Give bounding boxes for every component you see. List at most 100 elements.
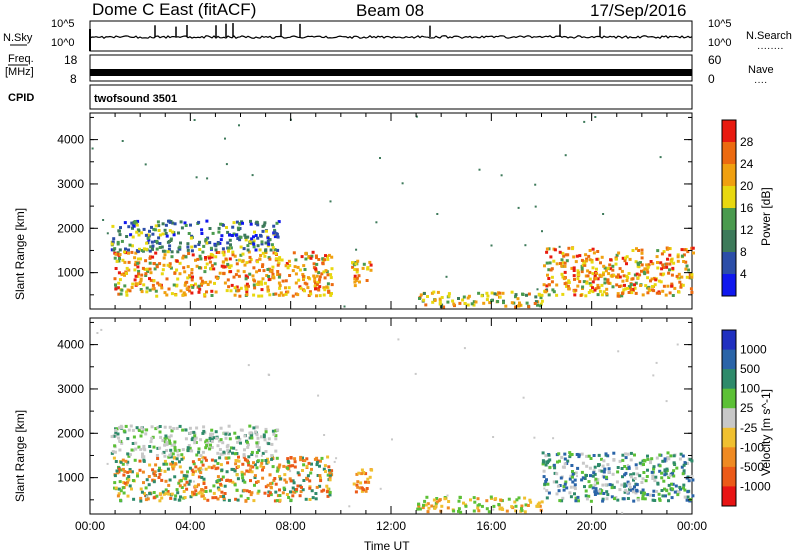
data-cell bbox=[210, 458, 214, 462]
data-cell bbox=[498, 507, 502, 511]
data-cell bbox=[320, 272, 324, 276]
data-cell bbox=[157, 469, 161, 472]
data-cell bbox=[158, 425, 162, 428]
data-cell bbox=[294, 258, 298, 262]
data-cell bbox=[246, 445, 250, 449]
data-cell bbox=[191, 473, 195, 476]
ytick-label: 3000 bbox=[57, 382, 84, 396]
data-cell bbox=[593, 493, 597, 496]
data-cell bbox=[186, 245, 190, 249]
data-cell bbox=[136, 274, 140, 278]
data-cell bbox=[255, 454, 259, 458]
data-cell bbox=[297, 473, 301, 477]
data-cell bbox=[142, 492, 146, 495]
data-cell bbox=[589, 484, 593, 488]
data-cell bbox=[121, 467, 125, 471]
data-cell bbox=[582, 280, 586, 284]
data-cell bbox=[158, 283, 162, 287]
data-cell bbox=[558, 250, 562, 254]
noise-left-tick-top: 10^5 bbox=[51, 18, 75, 30]
data-cell bbox=[587, 291, 591, 294]
data-cell bbox=[114, 434, 118, 438]
data-cell bbox=[577, 499, 580, 503]
data-cell bbox=[214, 459, 218, 463]
data-cell bbox=[302, 278, 305, 281]
data-cell bbox=[616, 292, 620, 296]
data-cell bbox=[314, 281, 317, 285]
data-cell bbox=[148, 267, 152, 271]
data-cell bbox=[139, 434, 143, 438]
data-cell bbox=[301, 469, 304, 472]
data-cell bbox=[201, 468, 204, 471]
data-cell bbox=[183, 293, 187, 297]
data-cell bbox=[418, 507, 422, 511]
data-cell bbox=[120, 239, 124, 243]
data-cell bbox=[128, 453, 132, 457]
data-cell bbox=[127, 268, 131, 272]
data-cell bbox=[256, 491, 260, 495]
data-cell bbox=[422, 298, 426, 302]
data-cell bbox=[197, 447, 201, 451]
data-cell bbox=[547, 293, 551, 297]
data-cell bbox=[680, 275, 684, 279]
data-cell bbox=[309, 256, 313, 260]
data-cell bbox=[315, 463, 319, 467]
data-cell bbox=[268, 473, 272, 477]
data-cell bbox=[370, 468, 374, 472]
data-cell bbox=[670, 496, 674, 500]
data-cell bbox=[603, 266, 607, 270]
data-cell bbox=[127, 251, 130, 255]
data-cell bbox=[326, 273, 330, 277]
data-cell bbox=[618, 267, 622, 271]
data-cell bbox=[660, 252, 664, 256]
data-cell bbox=[510, 290, 514, 294]
data-cell bbox=[152, 445, 156, 449]
data-cell bbox=[445, 275, 448, 278]
data-cell bbox=[564, 154, 567, 157]
data-cell bbox=[242, 472, 246, 476]
data-cell bbox=[130, 448, 134, 452]
data-cell bbox=[661, 263, 665, 267]
data-cell bbox=[178, 245, 182, 249]
data-cell bbox=[626, 497, 630, 500]
data-cell bbox=[647, 287, 651, 291]
data-cell bbox=[575, 254, 579, 258]
data-cell bbox=[541, 462, 545, 466]
data-cell bbox=[553, 248, 557, 252]
data-cell bbox=[266, 268, 270, 271]
data-cell bbox=[690, 273, 694, 277]
data-cell bbox=[646, 457, 650, 461]
data-cell bbox=[646, 291, 650, 295]
nsearch-dots: ········ bbox=[757, 43, 784, 54]
data-cell bbox=[137, 269, 141, 273]
data-cell bbox=[605, 287, 609, 291]
data-cell bbox=[276, 273, 280, 276]
data-cell bbox=[124, 271, 128, 275]
data-cell bbox=[236, 477, 240, 481]
data-cell bbox=[642, 269, 646, 273]
data-cell bbox=[643, 267, 647, 271]
data-cell bbox=[562, 488, 566, 492]
data-cell bbox=[362, 262, 366, 266]
data-cell bbox=[162, 263, 166, 267]
data-cell bbox=[271, 456, 274, 460]
data-cell bbox=[523, 496, 527, 500]
data-cell bbox=[249, 479, 252, 483]
data-cell bbox=[657, 492, 661, 496]
data-cell bbox=[252, 242, 256, 246]
data-cell bbox=[579, 293, 583, 297]
data-cell bbox=[253, 483, 256, 487]
data-cell bbox=[610, 274, 614, 278]
data-cell bbox=[306, 276, 310, 280]
data-cell bbox=[214, 248, 218, 252]
data-cell bbox=[654, 278, 658, 282]
data-cell bbox=[224, 137, 226, 140]
freq-panel-frame bbox=[89, 54, 693, 82]
data-cell bbox=[594, 116, 597, 118]
data-cell bbox=[259, 234, 263, 238]
data-cell bbox=[173, 440, 177, 444]
data-cell bbox=[542, 283, 546, 287]
data-cell bbox=[264, 485, 268, 489]
data-cell bbox=[663, 459, 667, 463]
